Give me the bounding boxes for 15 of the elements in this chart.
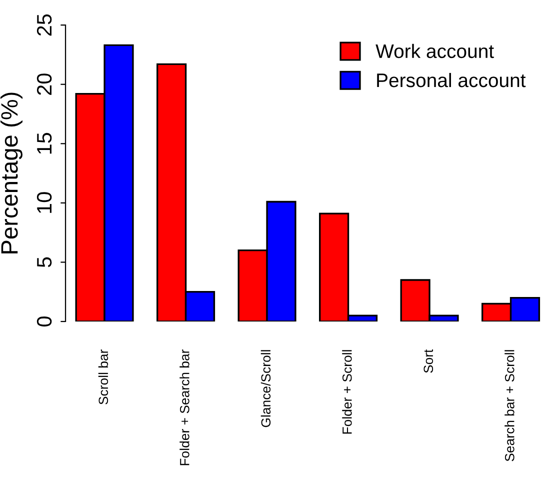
legend-label: Work account: [376, 44, 494, 58]
x-tick-label: Folder + Scroll: [342, 350, 352, 434]
y-tick-label: 0: [36, 316, 52, 326]
y-tick-label: 10: [36, 192, 52, 213]
x-tick-label: Glance/Scroll: [260, 350, 271, 428]
y-tick-label: 5: [37, 257, 52, 268]
y-axis-title: Percentage (%): [0, 92, 22, 254]
x-tick-label: Sort: [424, 349, 434, 373]
y-tick-label: 15: [37, 132, 52, 154]
legend-label: Personal account: [377, 72, 526, 88]
y-tick-label: 20: [36, 74, 52, 95]
x-tick-label: Folder + Search bar: [180, 349, 190, 466]
y-tick-label: 25: [36, 14, 52, 36]
x-tick-label: Scroll bar: [98, 349, 108, 404]
x-tick-label: Search bar + Scroll: [504, 350, 514, 462]
